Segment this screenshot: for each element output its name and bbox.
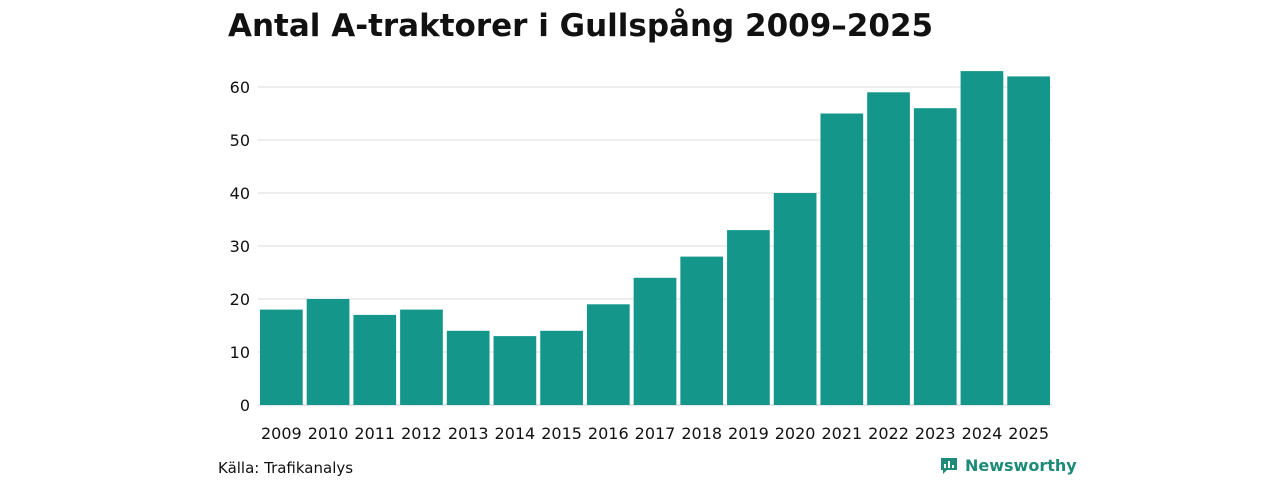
x-tick-label: 2014 [495,424,536,443]
bar-2009 [260,309,303,405]
bar-2017 [633,277,677,405]
newsworthy-logo-icon [941,458,957,474]
bar-2024 [960,71,1004,405]
bar-2025 [1007,76,1050,406]
x-tick-label: 2022 [868,424,909,443]
bar-2020 [773,193,817,405]
x-tick-label: 2021 [821,424,862,443]
bar-2010 [306,299,350,405]
bar-2013 [446,330,490,405]
brand-logo: Newsworthy [939,456,1077,476]
x-tick-label: 2016 [588,424,629,443]
y-tick-label: 50 [230,131,250,150]
y-tick-label: 20 [230,290,250,309]
x-tick-label: 2019 [728,424,769,443]
bar-2023 [913,108,957,405]
bar-2019 [727,230,770,405]
chart-title: Antal A-traktorer i Gullspång 2009–2025 [228,8,934,44]
y-tick-label: 40 [230,184,250,203]
x-axis-ticks: 2009 2010 2011 2012 2013 2014 2015 2016 2017 2018… [261,424,1049,443]
bar-2018 [680,256,724,405]
x-tick-label: 2023 [915,424,956,443]
x-tick-label: 2011 [354,424,395,443]
x-tick-label: 2025 [1008,424,1049,443]
x-tick-label: 2017 [635,424,676,443]
bar-2022 [867,92,910,406]
bar-2011 [353,314,397,405]
x-tick-label: 2010 [308,424,349,443]
y-tick-label: 60 [230,78,250,97]
bars [260,71,1050,406]
bar-2014 [493,336,537,405]
brand-name: Newsworthy [965,456,1077,475]
bar-2012 [400,309,443,405]
x-tick-label: 2009 [261,424,302,443]
bar-2021 [820,113,864,405]
bar-2016 [586,304,630,405]
x-tick-label: 2024 [962,424,1003,443]
y-tick-label: 10 [230,343,250,362]
x-tick-label: 2020 [775,424,816,443]
x-tick-label: 2018 [681,424,722,443]
source-note: Källa: Trafikanalys [218,459,354,477]
y-tick-label: 0 [240,396,250,415]
bar-2015 [540,330,583,405]
x-tick-label: 2013 [448,424,489,443]
y-axis-ticks: 0 10 20 30 40 50 60 [230,78,250,415]
x-tick-label: 2012 [401,424,442,443]
y-tick-label: 30 [230,237,250,256]
x-tick-label: 2015 [541,424,582,443]
